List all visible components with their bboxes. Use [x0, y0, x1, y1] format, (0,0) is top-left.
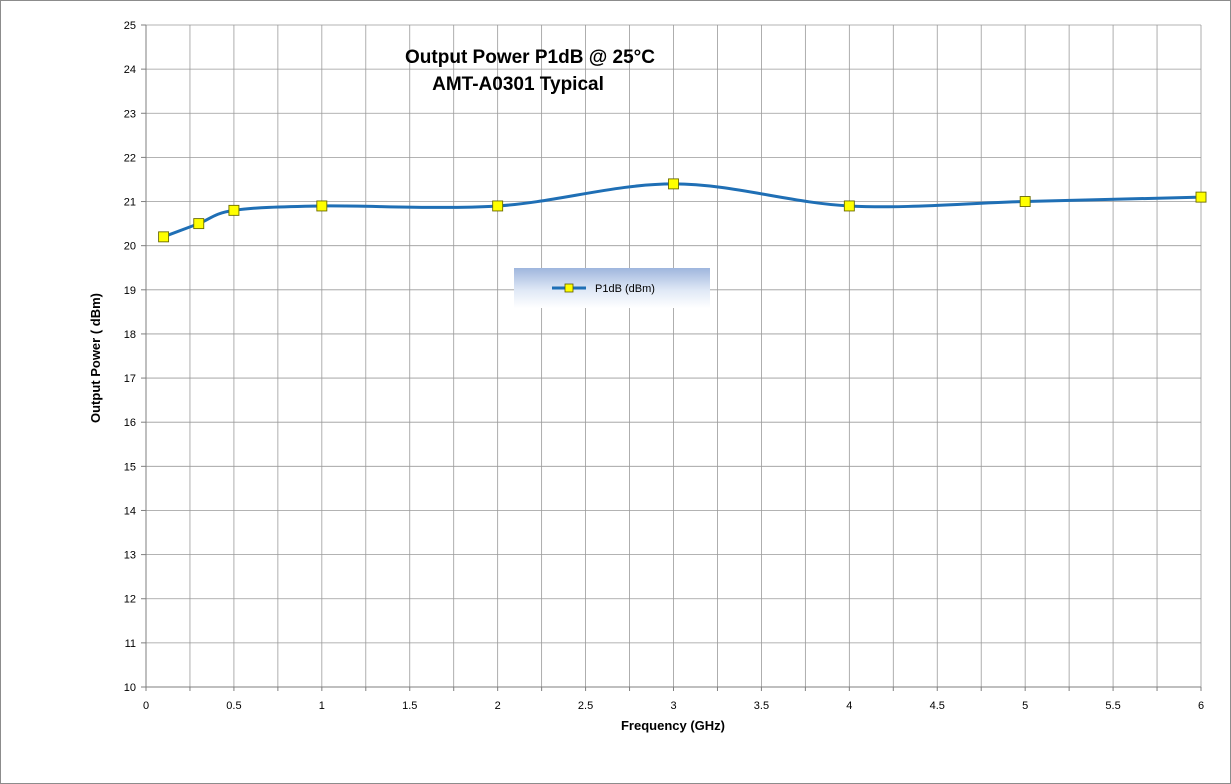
- y-tick-label: 23: [124, 108, 136, 120]
- legend-box: [514, 268, 710, 308]
- grid: [146, 24, 1202, 687]
- y-tick-label: 13: [124, 550, 136, 562]
- y-tick-label: 14: [124, 505, 136, 517]
- data-point-marker: [492, 200, 504, 212]
- data-point-marker: [843, 200, 855, 212]
- x-tick-label: 5.5: [1105, 700, 1120, 712]
- x-tick-label: 4: [846, 700, 852, 712]
- x-tick-label: 3: [670, 700, 676, 712]
- y-tick-labels: 10 11 12 13 14 15 16 17 18 19 20 21 22 23 24 25: [124, 20, 146, 694]
- x-axis-title: Frequency (GHz): [621, 718, 725, 733]
- legend-marker-swatch: [564, 283, 574, 293]
- y-tick-label: 10: [124, 682, 136, 694]
- x-tick-labels: 0 0.5 1 1.5 2 2.5 3 3.5 4 4.5 5 5.5 6: [143, 687, 1204, 712]
- y-tick-label: 22: [124, 152, 136, 164]
- data-point-marker: [228, 204, 240, 216]
- data-point-marker: [158, 231, 170, 243]
- y-tick-label: 19: [124, 285, 136, 297]
- y-tick-label: 21: [124, 197, 136, 209]
- data-point-marker: [193, 218, 205, 230]
- data-point-marker: [668, 178, 679, 190]
- y-tick-label: 15: [124, 461, 136, 473]
- x-tick-label: 1: [319, 700, 325, 712]
- x-tick-label: 2.5: [578, 700, 593, 712]
- legend-label: P1dB (dBm): [595, 283, 655, 295]
- y-tick-label: 16: [124, 417, 136, 429]
- chart-title-line-1: Output Power P1dB @ 25°C: [405, 47, 655, 68]
- data-point-marker: [1019, 196, 1031, 207]
- x-tick-label: 0.5: [226, 700, 241, 712]
- x-tick-label: 4.5: [930, 700, 945, 712]
- legend: P1dB (dBm): [514, 268, 710, 308]
- x-tick-label: 1.5: [402, 700, 417, 712]
- x-tick-label: 5: [1022, 700, 1028, 712]
- x-tick-label: 0: [143, 700, 149, 712]
- data-point-marker: [316, 200, 328, 212]
- data-point-marker: [1195, 191, 1207, 203]
- chart-title-line-2: AMT-A0301 Typical: [432, 74, 604, 95]
- y-tick-label: 17: [124, 373, 136, 385]
- x-tick-label: 6: [1198, 700, 1204, 712]
- y-tick-label: 18: [124, 329, 136, 341]
- y-tick-label: 11: [125, 638, 136, 650]
- y-tick-label: 20: [124, 241, 136, 253]
- y-axis-title: Output Power ( dBm): [88, 293, 103, 423]
- x-tick-label: 2: [495, 700, 501, 712]
- y-tick-label: 12: [124, 594, 136, 606]
- series-layer: [158, 178, 1207, 243]
- y-tick-label: 25: [124, 20, 136, 32]
- y-tick-label: 24: [124, 64, 136, 76]
- x-tick-label: 3.5: [754, 700, 769, 712]
